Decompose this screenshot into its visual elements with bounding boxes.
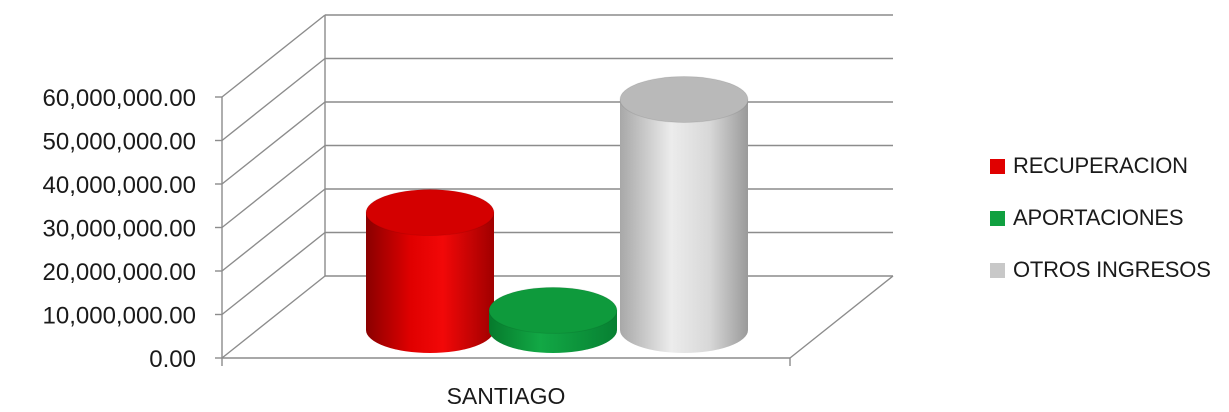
legend-label: RECUPERACION bbox=[1013, 153, 1188, 178]
legend-item: RECUPERACION bbox=[990, 140, 1211, 192]
bar-body bbox=[366, 212, 494, 353]
gridline-wall bbox=[221, 14, 326, 98]
bar-body bbox=[620, 99, 748, 353]
y-tick-label: 10,000,000.00 bbox=[43, 303, 196, 330]
y-tick-label: 60,000,000.00 bbox=[43, 85, 196, 112]
bar-otros-ingresos bbox=[619, 75, 749, 353]
y-tick-label: 0.00 bbox=[149, 346, 196, 373]
bar-top bbox=[365, 189, 495, 237]
y-tick-label: 20,000,000.00 bbox=[43, 259, 196, 286]
gridline-wall bbox=[221, 188, 326, 272]
legend-swatch bbox=[990, 210, 1005, 226]
y-tick-label: 40,000,000.00 bbox=[43, 172, 196, 199]
gridline-wall bbox=[221, 101, 326, 185]
gridline-wall bbox=[221, 57, 326, 142]
bar-recuperacion bbox=[365, 189, 495, 353]
bar-top bbox=[488, 286, 618, 334]
bar-top bbox=[619, 75, 749, 123]
bar-aportaciones bbox=[488, 286, 618, 353]
legend-swatch bbox=[990, 158, 1005, 174]
legend: RECUPERACION APORTACIONES OTROS INGRESOS bbox=[990, 140, 1211, 296]
legend-item: APORTACIONES bbox=[990, 192, 1211, 244]
gridline-wall bbox=[221, 144, 326, 229]
floor-edge bbox=[789, 275, 894, 359]
gridline-wall bbox=[221, 231, 326, 316]
legend-label: OTROS INGRESOS bbox=[1013, 257, 1211, 282]
legend-label: APORTACIONES bbox=[1013, 205, 1184, 230]
gridline-wall bbox=[221, 275, 326, 359]
y-tick-label: 30,000,000.00 bbox=[43, 216, 196, 243]
legend-swatch bbox=[990, 262, 1005, 278]
x-category-label: SANTIAGO bbox=[447, 383, 566, 409]
y-tick-label: 50,000,000.00 bbox=[43, 129, 196, 156]
legend-item: OTROS INGRESOS bbox=[990, 244, 1211, 296]
